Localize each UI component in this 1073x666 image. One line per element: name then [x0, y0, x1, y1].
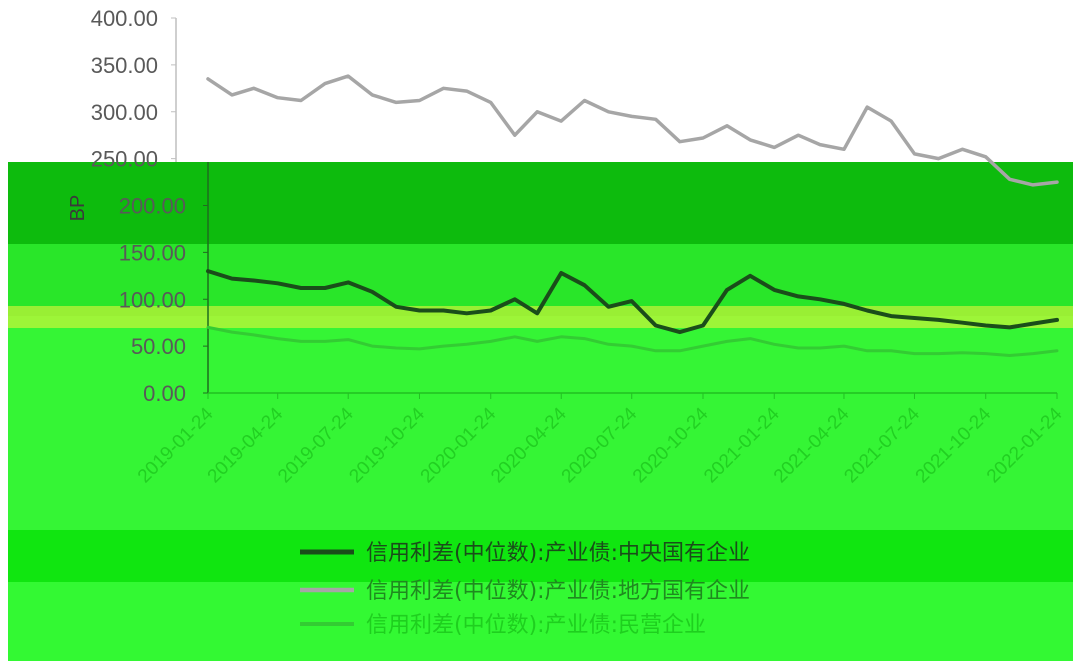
- y-axis-title: BP: [67, 195, 89, 222]
- legend-label: 信用利差(中位数):产业债:中央国有企业: [366, 541, 750, 566]
- band-1: [8, 162, 1073, 244]
- series-line-1: [206, 269, 1059, 335]
- y-tick-label: 400.00: [91, 6, 158, 31]
- legend-label: 信用利差(中位数):产业债:地方国有企业: [366, 579, 750, 604]
- band-5: [8, 582, 1073, 661]
- y-tick-label: 50.00: [131, 334, 186, 359]
- series-line-2: [206, 74, 1059, 187]
- series-line-3: [206, 325, 1059, 357]
- y-axis-ticks: 0.00 50.00 100.00 150.00 200.00 250.00 300.00 3…: [91, 6, 208, 406]
- band-yellow: [8, 306, 1073, 328]
- y-tick-label: 250.00: [91, 147, 158, 172]
- legend-label: 信用利差(中位数):产业债:民营企业: [366, 613, 706, 638]
- legend: 信用利差(中位数):产业债:中央国有企业信用利差(中位数):产业债:地方国有企业…: [300, 541, 750, 638]
- y-tick-label: 150.00: [119, 240, 186, 265]
- y-tick-label: 100.00: [119, 287, 186, 312]
- y-tick-label: 350.00: [91, 53, 158, 78]
- axes: [175, 18, 1057, 394]
- y-tick-label: 0.00: [143, 381, 186, 406]
- background-bands: [8, 162, 1073, 661]
- band-4: [8, 530, 1073, 582]
- y-tick-label: 300.00: [91, 100, 158, 125]
- y-tick-label: 200.00: [119, 194, 186, 219]
- series-lines: [206, 74, 1059, 357]
